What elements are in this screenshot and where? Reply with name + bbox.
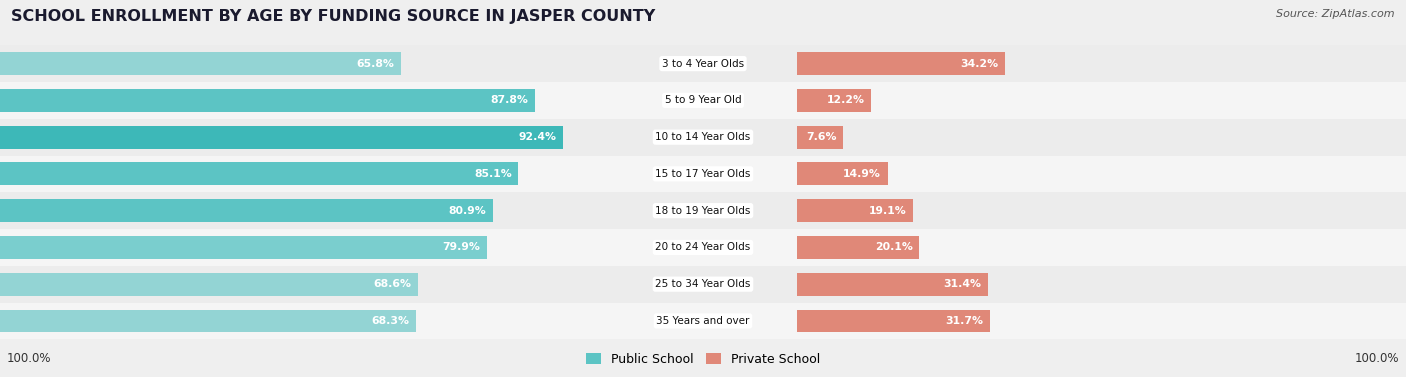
Bar [0, 236, 486, 259]
Bar [797, 199, 912, 222]
Text: 20.1%: 20.1% [875, 242, 912, 253]
Text: 18 to 19 Year Olds: 18 to 19 Year Olds [655, 205, 751, 216]
Bar [0, 310, 416, 332]
Bar [797, 52, 1005, 75]
Bar [0, 52, 401, 75]
Text: 12.2%: 12.2% [827, 95, 865, 106]
Bar [0, 266, 1406, 302]
Text: 92.4%: 92.4% [519, 132, 557, 142]
Text: 20 to 24 Year Olds: 20 to 24 Year Olds [655, 242, 751, 253]
Text: 68.6%: 68.6% [373, 279, 412, 289]
Bar [0, 45, 1406, 82]
Bar [797, 236, 920, 259]
Bar [0, 273, 418, 296]
Bar [0, 82, 1406, 119]
Text: Source: ZipAtlas.com: Source: ZipAtlas.com [1277, 9, 1395, 20]
Bar [0, 119, 1406, 155]
Text: 100.0%: 100.0% [1354, 352, 1399, 365]
Bar [797, 162, 887, 185]
Text: 100.0%: 100.0% [7, 352, 52, 365]
Text: 3 to 4 Year Olds: 3 to 4 Year Olds [662, 58, 744, 69]
Text: 10 to 14 Year Olds: 10 to 14 Year Olds [655, 132, 751, 142]
Bar [0, 162, 519, 185]
Bar [797, 273, 988, 296]
Bar [0, 302, 1406, 339]
Text: 85.1%: 85.1% [474, 169, 512, 179]
Text: 34.2%: 34.2% [960, 58, 998, 69]
Bar [797, 89, 872, 112]
Text: 31.4%: 31.4% [943, 279, 981, 289]
Bar [0, 126, 562, 149]
Text: SCHOOL ENROLLMENT BY AGE BY FUNDING SOURCE IN JASPER COUNTY: SCHOOL ENROLLMENT BY AGE BY FUNDING SOUR… [11, 9, 655, 25]
Text: 19.1%: 19.1% [869, 205, 907, 216]
Bar [0, 89, 534, 112]
Text: 65.8%: 65.8% [356, 58, 394, 69]
Legend: Public School, Private School: Public School, Private School [581, 348, 825, 371]
Text: 79.9%: 79.9% [443, 242, 479, 253]
Text: 5 to 9 Year Old: 5 to 9 Year Old [665, 95, 741, 106]
Bar [797, 310, 990, 332]
Bar [0, 199, 494, 222]
Text: 80.9%: 80.9% [449, 205, 486, 216]
Text: 35 Years and over: 35 Years and over [657, 316, 749, 326]
Text: 68.3%: 68.3% [371, 316, 409, 326]
Bar [0, 155, 1406, 192]
Text: 15 to 17 Year Olds: 15 to 17 Year Olds [655, 169, 751, 179]
Text: 87.8%: 87.8% [491, 95, 529, 106]
Text: 25 to 34 Year Olds: 25 to 34 Year Olds [655, 279, 751, 289]
Text: 31.7%: 31.7% [945, 316, 983, 326]
Text: 7.6%: 7.6% [806, 132, 837, 142]
Bar [0, 229, 1406, 266]
Bar [0, 192, 1406, 229]
Bar [797, 126, 844, 149]
Text: 14.9%: 14.9% [844, 169, 880, 179]
